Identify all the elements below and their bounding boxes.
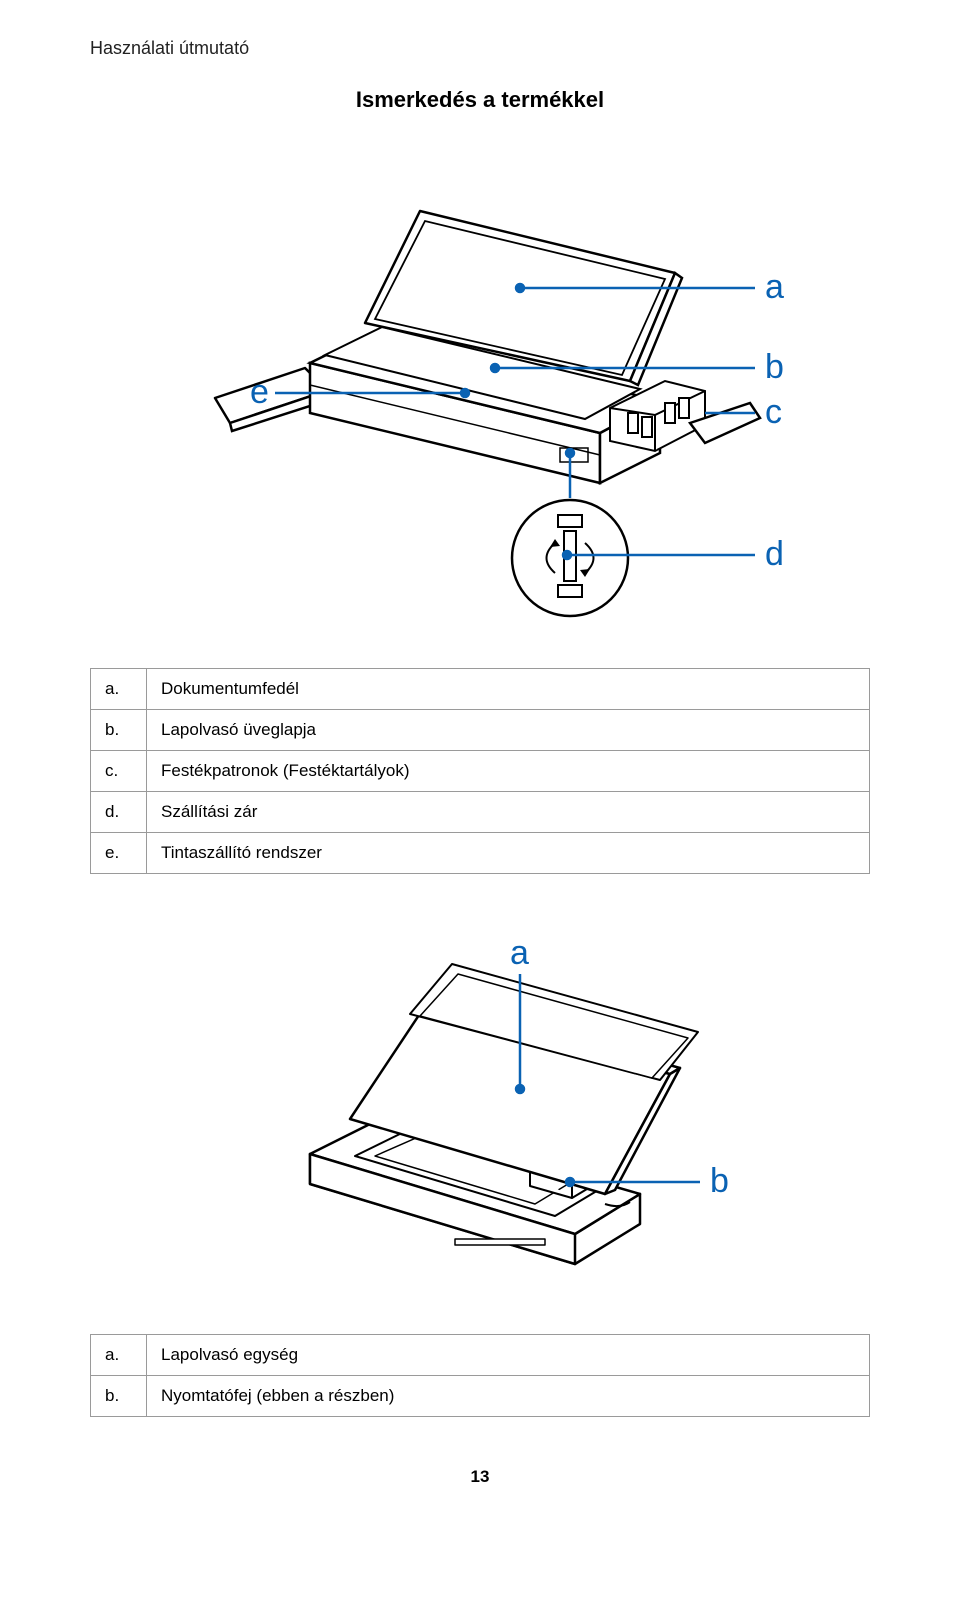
cell-key: d. [91, 792, 147, 833]
cell-key: b. [91, 1376, 147, 1417]
cell-val: Lapolvasó üveglapja [147, 710, 870, 751]
diagram2-label-a: a [510, 934, 529, 972]
table-row: b. Nyomtatófej (ebben a részben) [91, 1376, 870, 1417]
table-row: a. Dokumentumfedél [91, 669, 870, 710]
diagram1-label-d: d [765, 535, 784, 573]
cell-key: e. [91, 833, 147, 874]
cell-val: Szállítási zár [147, 792, 870, 833]
diagram-2: a b [90, 924, 870, 1294]
table-row: d. Szállítási zár [91, 792, 870, 833]
cell-key: b. [91, 710, 147, 751]
cell-key: c. [91, 751, 147, 792]
diagram2-label-b: b [710, 1162, 729, 1200]
cell-val: Festékpatronok (Festéktartályok) [147, 751, 870, 792]
table-row: c. Festékpatronok (Festéktartályok) [91, 751, 870, 792]
cell-val: Dokumentumfedél [147, 669, 870, 710]
cell-key: a. [91, 669, 147, 710]
page-number: 13 [90, 1467, 870, 1487]
diagram1-label-e: e [250, 373, 269, 411]
parts-table-2: a. Lapolvasó egység b. Nyomtatófej (ebbe… [90, 1334, 870, 1417]
cell-key: a. [91, 1335, 147, 1376]
diagram1-label-c: c [765, 393, 782, 431]
cell-val: Nyomtatófej (ebben a részben) [147, 1376, 870, 1417]
parts-table-1: a. Dokumentumfedél b. Lapolvasó üveglapj… [90, 668, 870, 874]
table-row: a. Lapolvasó egység [91, 1335, 870, 1376]
page-container: Használati útmutató Ismerkedés a termékk… [0, 0, 960, 1517]
table-row: b. Lapolvasó üveglapja [91, 710, 870, 751]
diagram-1: a b c d e [90, 153, 870, 628]
header-doc-type: Használati útmutató [90, 38, 870, 59]
table-row: e. Tintaszállító rendszer [91, 833, 870, 874]
section-title: Ismerkedés a termékkel [90, 87, 870, 113]
cell-val: Lapolvasó egység [147, 1335, 870, 1376]
diagram1-label-a: a [765, 268, 784, 306]
diagram1-label-b: b [765, 348, 784, 386]
cell-val: Tintaszállító rendszer [147, 833, 870, 874]
